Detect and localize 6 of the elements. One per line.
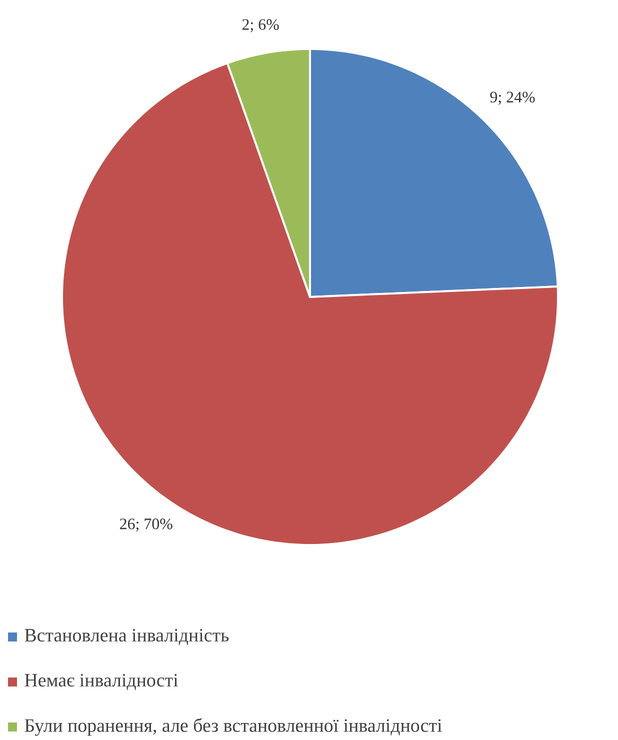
legend-label: Встановлена інвалідність [24,628,229,646]
data-label: 9; 24% [490,92,535,105]
data-label: 2; 6% [242,19,279,32]
legend-label: Немає інвалідності [24,674,178,690]
data-label: 26; 70% [120,518,172,532]
legend-label: Були поранення, але без встановленної інвалідності [24,718,442,736]
